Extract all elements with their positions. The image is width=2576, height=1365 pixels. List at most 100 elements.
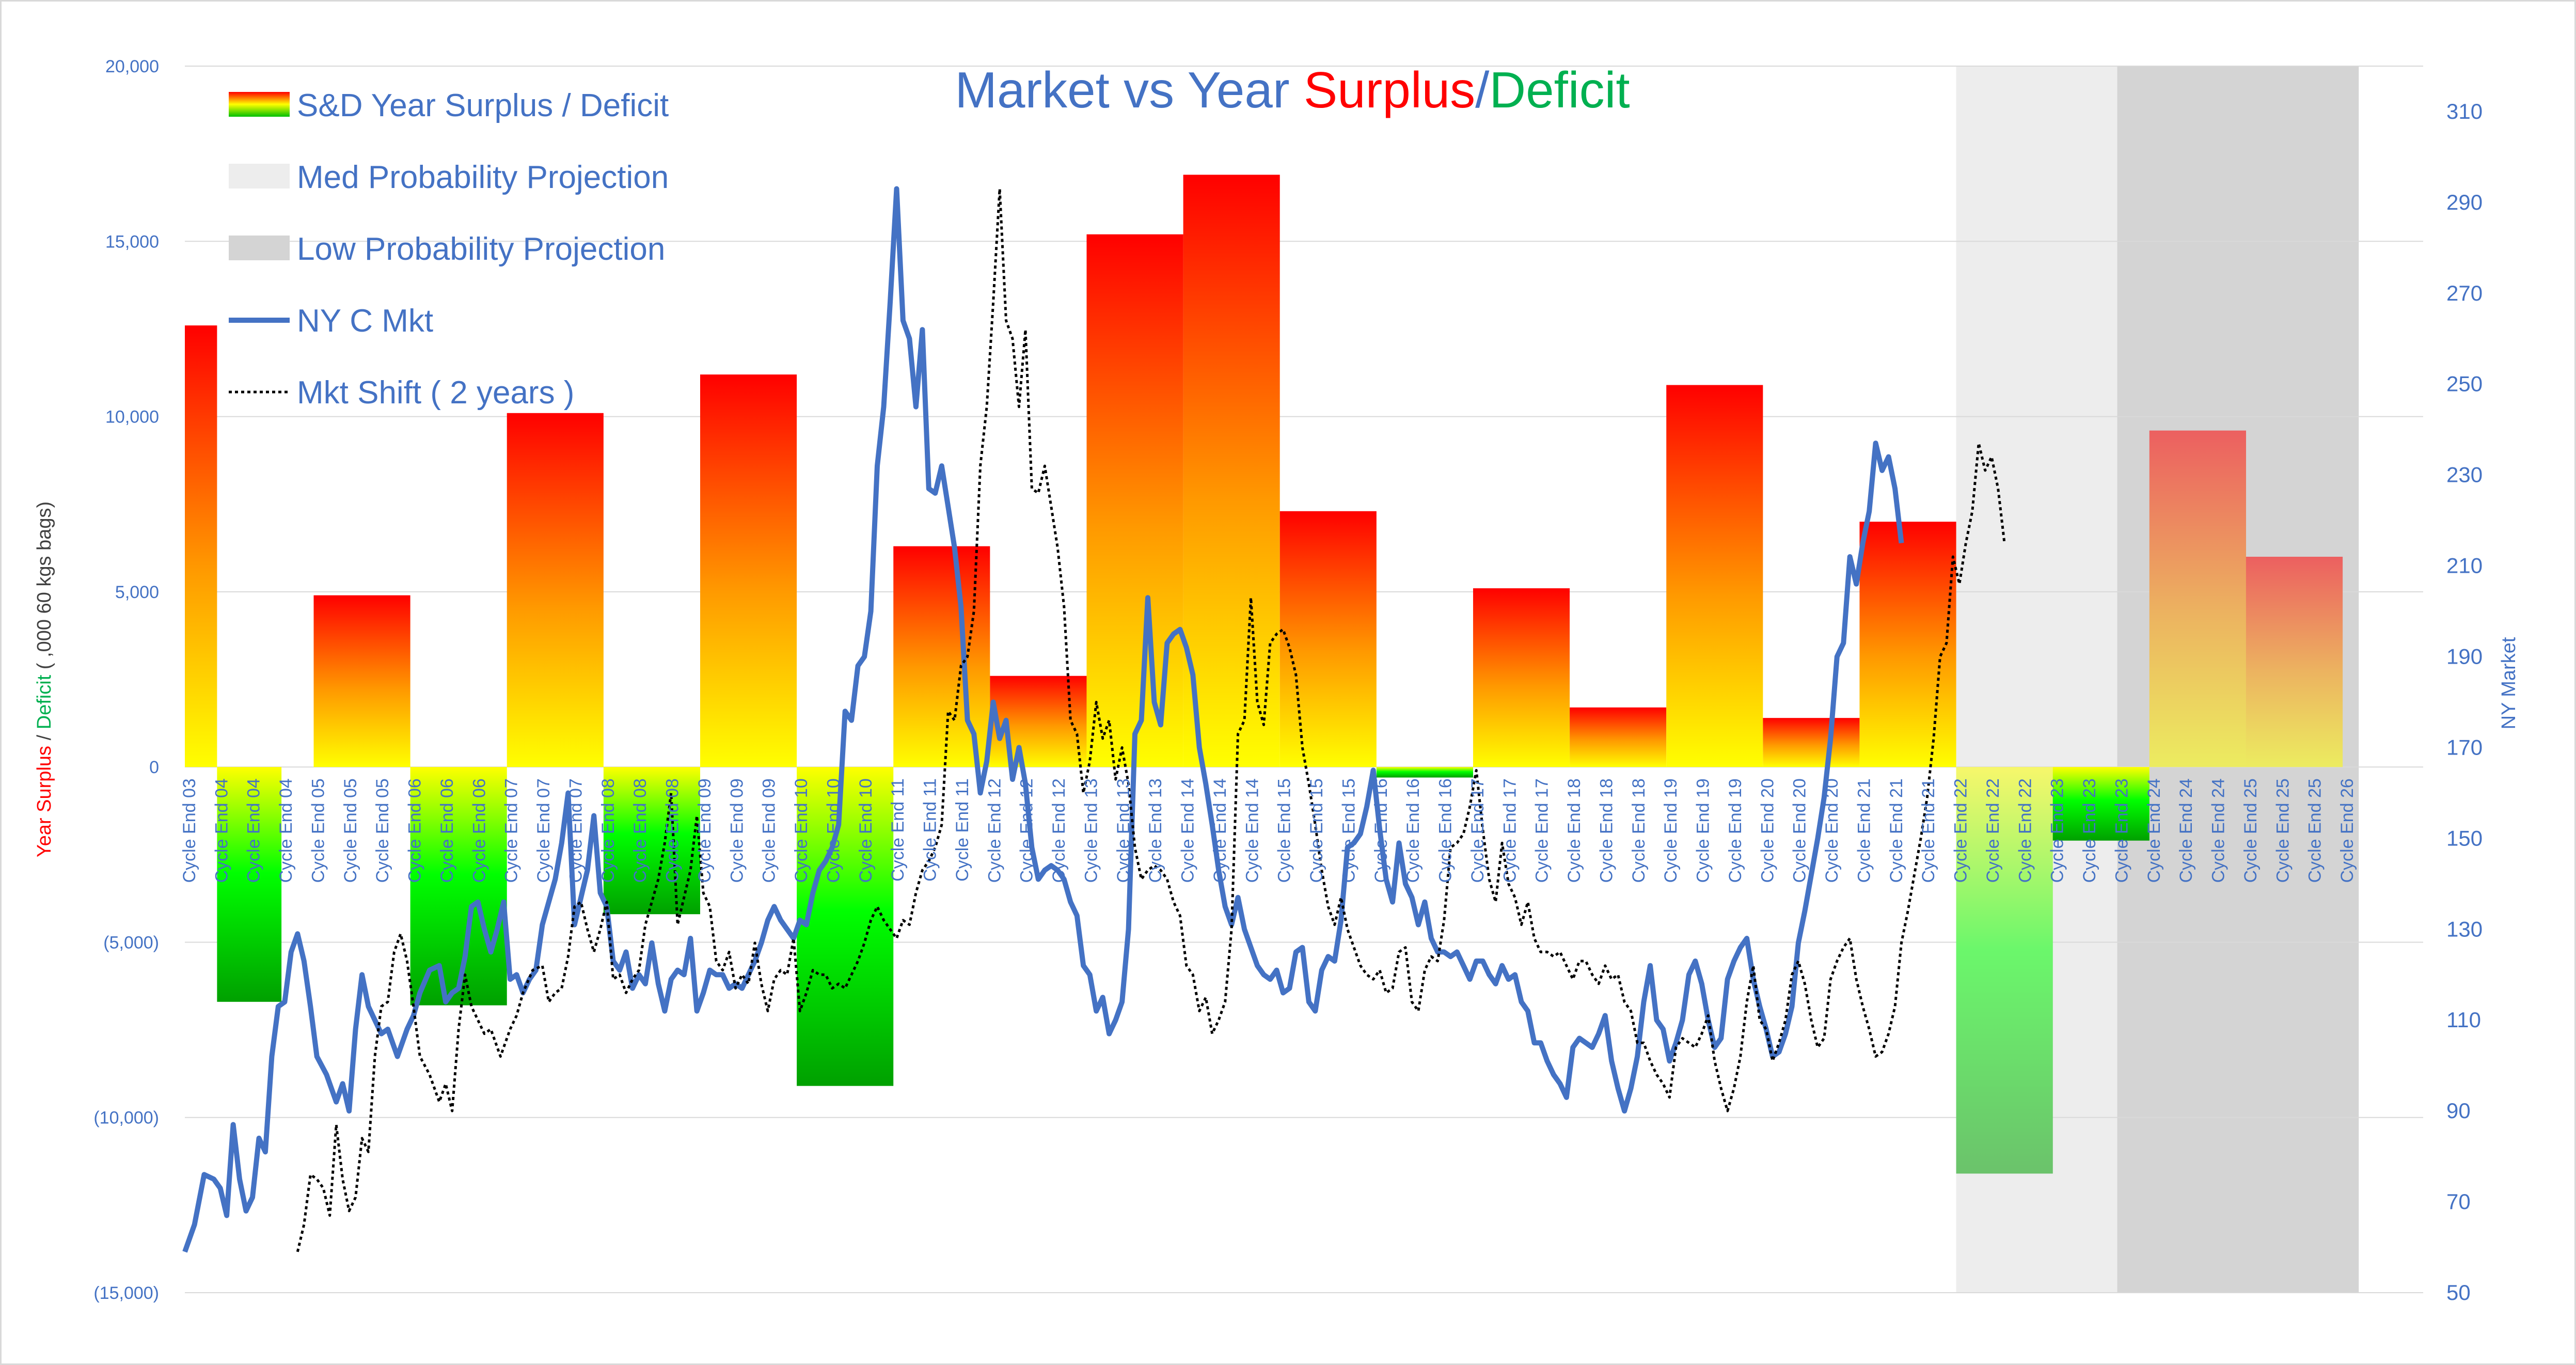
legend-item-nyc: NY C Mkt	[229, 303, 433, 339]
left-axis-title-part: ( ,000 60 kgs bags)	[34, 501, 55, 675]
x-tick-label: Cycle End 24	[2176, 778, 2196, 883]
surplus-bar	[313, 595, 410, 767]
x-tick-label: Cycle End 18	[1629, 778, 1649, 883]
chart-title-part: Surplus	[1304, 61, 1475, 118]
right-tick-label: 130	[2446, 917, 2483, 941]
deficit-bar	[217, 767, 282, 1002]
surplus-bar	[1859, 522, 1956, 767]
right-tick-label: 190	[2446, 645, 2483, 669]
chart-title-part: Deficit	[1489, 61, 1630, 118]
x-tick-label: Cycle End 15	[1339, 778, 1358, 883]
x-tick-label: Cycle End 14	[1178, 778, 1198, 883]
right-tick-label: 230	[2446, 463, 2483, 487]
x-tick-label: Cycle End 10	[824, 778, 843, 883]
surplus-bar	[1473, 588, 1570, 767]
x-tick-label: Cycle End 04	[244, 778, 264, 883]
left-axis-title-part: Deficit	[34, 674, 55, 729]
surplus-deficit-bars	[185, 175, 2343, 1174]
right-tick-label: 50	[2446, 1280, 2471, 1305]
x-tick-label: Cycle End 08	[663, 778, 683, 883]
surplus-bar	[2246, 557, 2343, 767]
x-tick-label: Cycle End 12	[985, 778, 1004, 883]
legend-swatch-low	[229, 236, 290, 260]
right-tick-label: 170	[2446, 735, 2483, 759]
surplus-bar	[1570, 707, 1667, 767]
x-tick-label: Cycle End 11	[888, 778, 908, 882]
x-tick-label: Cycle End 06	[405, 778, 425, 883]
x-tick-label: Cycle End 11	[921, 778, 940, 882]
x-tick-label: Cycle End 10	[792, 778, 811, 883]
projection-wash	[1956, 767, 2053, 1174]
legend-label: NY C Mkt	[297, 303, 433, 339]
axes: 20,000 15,000 10,000 5,000 0 (5,000) (10,000) (…	[34, 57, 2520, 1305]
left-tick-label: 0	[149, 758, 159, 777]
x-tick-label: Cycle End 24	[2209, 778, 2229, 883]
x-tick-label: Cycle End 25	[2305, 778, 2325, 883]
mkt-shift-line	[296, 187, 2006, 1252]
x-tick-label: Cycle End 22	[2015, 778, 2035, 883]
right-tick-label: 210	[2446, 554, 2483, 578]
x-tick-label: Cycle End 07	[534, 778, 554, 883]
x-tick-label: Cycle End 24	[2144, 778, 2164, 883]
x-tick-label: Cycle End 03	[180, 778, 199, 883]
deficit-bar	[603, 767, 700, 915]
x-tick-label: Cycle End 17	[1500, 778, 1520, 883]
legend-item-med: Med Probability Projection	[229, 160, 669, 195]
x-tick-label: Cycle End 17	[1532, 778, 1552, 883]
x-tick-label: Cycle End 18	[1564, 778, 1584, 883]
legend-label: S&D Year Surplus / Deficit	[297, 88, 669, 123]
right-tick-label: 310	[2446, 99, 2483, 123]
x-tick-label: Cycle End 04	[276, 778, 296, 883]
x-tick-label: Cycle End 13	[1114, 778, 1133, 883]
x-tick-label: Cycle End 20	[1758, 778, 1777, 883]
left-tick-label: (5,000)	[103, 933, 159, 952]
x-tick-label: Cycle End 12	[1017, 778, 1037, 883]
projection-wash	[2149, 430, 2246, 767]
chart-title-part: Market vs Year	[955, 61, 1303, 118]
right-tick-label: 270	[2446, 281, 2483, 305]
x-tick-label: Cycle End 19	[1726, 778, 1745, 883]
x-tick-label: Cycle End 16	[1403, 778, 1423, 883]
projection-wash	[2246, 557, 2343, 767]
x-tick-label: Cycle End 23	[2080, 778, 2099, 883]
right-tick-label: 150	[2446, 826, 2483, 850]
legend-label: Mkt Shift ( 2 years )	[297, 375, 574, 411]
surplus-bar	[185, 325, 217, 767]
ny-c-mkt-line	[182, 186, 1904, 1253]
x-tick-label: Cycle End 05	[308, 778, 328, 883]
right-tick-label: 110	[2446, 1008, 2481, 1032]
x-tick-label: Cycle End 07	[566, 778, 586, 883]
right-tick-label: 90	[2446, 1099, 2471, 1123]
surplus-bar	[2149, 430, 2246, 767]
deficit-bar	[1376, 767, 1473, 778]
x-tick-label: Cycle End 06	[469, 778, 489, 883]
x-tick-label: Cycle End 19	[1661, 778, 1681, 883]
left-tick-label: 5,000	[115, 583, 159, 602]
left-tick-label: 20,000	[105, 57, 159, 76]
surplus-bar	[1763, 718, 1860, 767]
surplus-bar	[1086, 234, 1183, 767]
x-tick-label: Cycle End 09	[695, 778, 715, 883]
surplus-bar	[507, 413, 604, 767]
x-tick-label: Cycle End 18	[1597, 778, 1616, 883]
deficit-bar	[410, 767, 507, 1006]
market-lines	[182, 186, 2006, 1253]
chart-title-part: /	[1475, 61, 1490, 118]
x-tick-label: Cycle End 21	[1919, 778, 1938, 883]
chart-title: Market vs Year Surplus/Deficit	[955, 61, 1630, 118]
x-tick-label: Cycle End 25	[2273, 778, 2293, 883]
x-tick-label: Cycle End 09	[727, 778, 747, 883]
deficit-bar	[2052, 767, 2150, 841]
left-tick-label: 15,000	[105, 232, 159, 252]
x-tick-label: Cycle End 19	[1694, 778, 1713, 883]
deficit-bar	[1956, 767, 2053, 1174]
legend-swatch-surplus	[229, 92, 290, 117]
x-tick-label: Cycle End 22	[1951, 778, 1971, 883]
x-tick-label: Cycle End 06	[437, 778, 457, 883]
left-axis-title-part: /	[34, 729, 55, 746]
x-tick-label: Cycle End 10	[856, 778, 876, 883]
x-tick-label: Cycle End 07	[502, 778, 521, 883]
x-tick-label: Cycle End 09	[760, 778, 779, 883]
x-tick-label: Cycle End 08	[598, 778, 618, 883]
